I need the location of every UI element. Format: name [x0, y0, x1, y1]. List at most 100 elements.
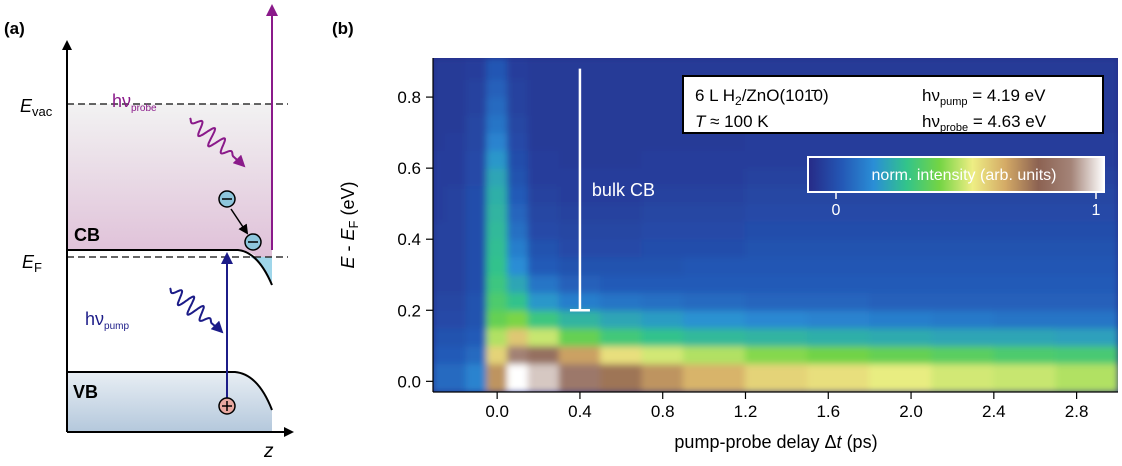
- heatmap-cell: [465, 327, 488, 347]
- probe-label: hνprobe: [112, 91, 157, 114]
- cb-label: CB: [74, 225, 100, 245]
- heatmap-cell: [682, 203, 746, 222]
- heatmap-cell: [433, 58, 446, 80]
- heatmap-cell: [486, 167, 509, 187]
- vb-edge: [67, 371, 273, 411]
- heatmap-cell: [527, 96, 560, 116]
- heatmap-cell: [507, 185, 529, 205]
- heatmap-cell: [465, 220, 488, 240]
- heatmap-cell: [600, 132, 643, 151]
- heatmap-cell: [931, 256, 995, 276]
- heatmap-cell: [507, 345, 529, 365]
- info-box: [682, 75, 1104, 134]
- heatmap-cell: [641, 96, 684, 116]
- heatmap-cell: [993, 309, 1057, 329]
- heatmap-cell: [433, 185, 446, 205]
- overlay: bulk CB norm. intensity (arb. units) 0 1: [569, 68, 1105, 312]
- heatmap-cell: [507, 274, 529, 294]
- heatmap-cell: [744, 274, 809, 294]
- heatmap-cell: [993, 132, 1057, 151]
- heatmap-cell: [931, 203, 995, 222]
- heatmap-cell: [1055, 220, 1118, 240]
- probe-photon: [189, 117, 246, 168]
- heatmap-cell: [486, 309, 509, 329]
- heatmap-cell: [507, 58, 529, 80]
- bulk-cb-label: bulk CB: [592, 180, 655, 200]
- y-tick-label: 0.0: [397, 372, 421, 391]
- heatmap-cell: [486, 274, 509, 294]
- heatmap-cell: [641, 203, 684, 222]
- heatmap-cell: [682, 167, 746, 187]
- heatmap-cell: [641, 167, 684, 187]
- relaxation-arrow: [230, 208, 249, 235]
- heatmap-cell: [600, 327, 643, 347]
- heatmap-cell: [682, 363, 746, 392]
- heatmap-cell: [807, 58, 871, 80]
- heatmap-cell: [600, 256, 643, 276]
- colorbar: [807, 156, 1105, 193]
- heatmap-cell: [527, 292, 560, 311]
- heatmap-cell: [527, 132, 560, 151]
- heatmap-cell: [465, 132, 488, 151]
- heatmap-cell: [1055, 238, 1118, 258]
- heatmap-cell: [744, 167, 809, 187]
- heatmap-cell: [507, 149, 529, 169]
- heatmap-cell: [433, 149, 446, 169]
- heatmap-cell: [807, 256, 871, 276]
- heatmap-cell: [433, 167, 446, 187]
- heatmap-cell: [433, 114, 446, 134]
- heatmap-cell: [527, 238, 560, 258]
- heatmap-cell: [993, 327, 1057, 347]
- heatmap-cell: [465, 238, 488, 258]
- heatmap-cell: [869, 256, 933, 276]
- heatmap-cell: [444, 203, 467, 222]
- heatmap-cell: [527, 78, 560, 98]
- heatmap-cell: [465, 274, 488, 294]
- heatmap-cell: [744, 149, 809, 169]
- heatmap-cell: [641, 220, 684, 240]
- band-diagram: (a) Evac hνprobe CB EF hνpump VB z: [4, 4, 294, 462]
- x-tick-label: 0.8: [651, 402, 675, 421]
- heatmap-cell: [465, 185, 488, 205]
- heatmap-cell: [486, 185, 509, 205]
- heatmap-cell: [600, 309, 643, 329]
- heatmap-cell: [507, 238, 529, 258]
- heatmap-cell: [600, 203, 643, 222]
- pump-energy: hνpump = 4.19 eV: [922, 86, 1046, 108]
- heatmap-cell: [931, 363, 995, 392]
- heatmap-cell: [465, 203, 488, 222]
- heatmap-cell: [641, 132, 684, 151]
- heatmap-cell: [600, 185, 643, 205]
- x-tick-label: 2.0: [899, 402, 923, 421]
- ef-label: EF: [22, 252, 42, 275]
- heatmap-cell: [682, 220, 746, 240]
- heatmap-cell: [558, 345, 602, 365]
- heatmap-cell: [433, 96, 446, 116]
- heatmap-cell: [444, 256, 467, 276]
- heatmap-cell: [433, 345, 446, 365]
- heatmap-cell: [444, 78, 467, 98]
- heatmap-cell: [507, 96, 529, 116]
- heatmap-cell: [869, 309, 933, 329]
- heatmap-cell: [600, 167, 643, 187]
- heatmap-cell: [444, 309, 467, 329]
- heatmap-cell: [641, 238, 684, 258]
- heatmap-cell: [486, 203, 509, 222]
- temperature-label: T ≈ 100 K: [695, 112, 769, 131]
- heatmap-cell: [993, 58, 1057, 80]
- heatmap-cell: [869, 363, 933, 392]
- heatmap-cell: [931, 58, 995, 80]
- heatmap-panel: (b) bulk CB norm. intensity (arb. units) 0…: [332, 19, 1118, 452]
- heatmap-cell: [744, 327, 809, 347]
- x-tick-label: 2.8: [1065, 402, 1089, 421]
- heatmap-cell: [527, 203, 560, 222]
- heatmap-cell: [682, 132, 746, 151]
- heatmap-cell: [807, 203, 871, 222]
- heatmap-cell: [641, 114, 684, 134]
- heatmap-cell: [931, 220, 995, 240]
- heatmap-cell: [486, 363, 509, 392]
- heatmap-cell: [507, 167, 529, 187]
- heatmap-cell: [744, 185, 809, 205]
- heatmap-cell: [486, 327, 509, 347]
- heatmap-cell: [641, 345, 684, 365]
